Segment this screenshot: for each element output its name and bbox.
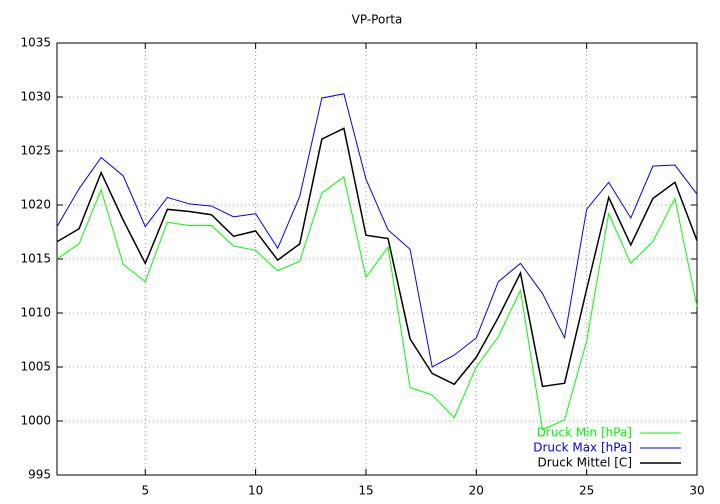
y-tick-label: 1030 [20, 90, 51, 104]
x-tick-label: 20 [469, 484, 484, 498]
y-tick-label: 1010 [20, 306, 51, 320]
legend-label: Druck Max [hPa] [533, 441, 632, 455]
y-tick-label: 1005 [20, 360, 51, 374]
series-line [56, 176, 698, 431]
chart-title: VP-Porta [352, 13, 403, 27]
y-tick-label: 1015 [20, 252, 51, 266]
x-tick-label: 25 [579, 484, 594, 498]
legend-label: Druck Mittel [C] [537, 456, 632, 470]
y-tick-label: 1025 [20, 144, 51, 158]
x-tick-label: 5 [141, 484, 149, 498]
y-tick-label: 1035 [20, 36, 51, 50]
x-tick-label: 30 [689, 484, 704, 498]
y-tick-label: 995 [28, 468, 51, 482]
series-line [56, 127, 698, 388]
y-tick-label: 1000 [20, 414, 51, 428]
x-tick-label: 10 [248, 484, 263, 498]
x-tick-label: 15 [358, 484, 373, 498]
legend-label: Druck Min [hPa] [537, 426, 632, 440]
y-tick-label: 1020 [20, 198, 51, 212]
series-line [56, 93, 698, 368]
